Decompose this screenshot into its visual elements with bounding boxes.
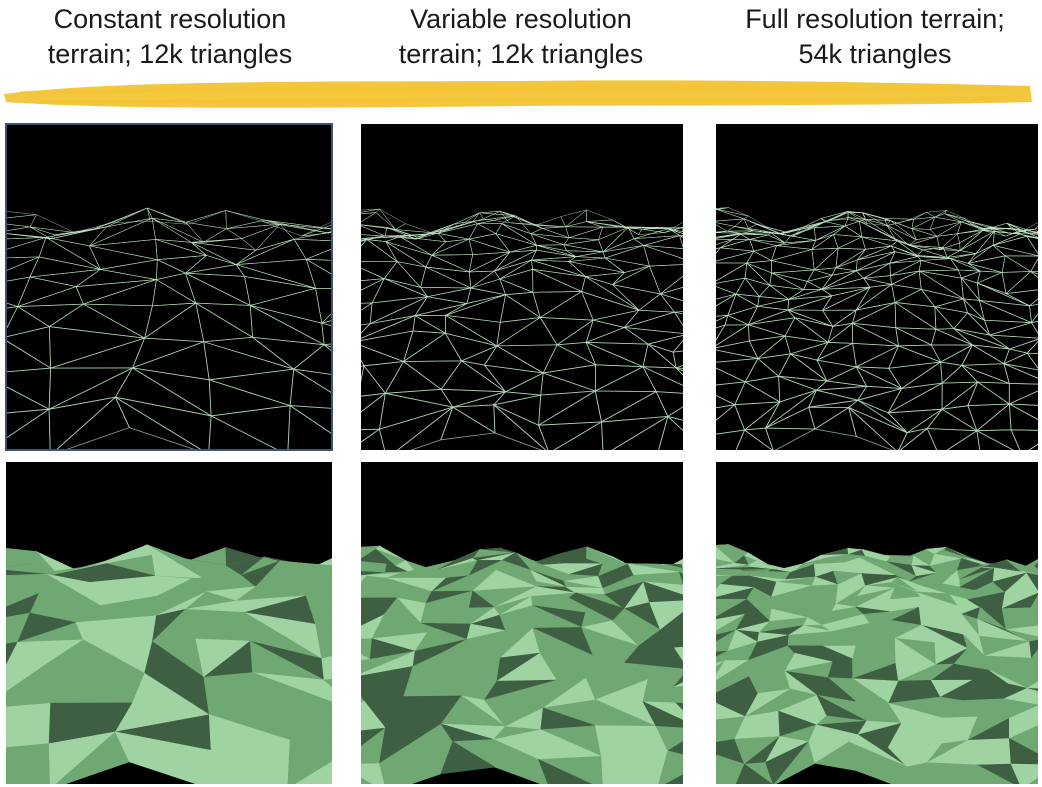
shaded-variable-panel[interactable]: [361, 462, 683, 784]
terrain-mesh-faces: [716, 544, 1038, 784]
terrain-shaded-full: [716, 462, 1038, 784]
caption-line-1: Variable resolution: [410, 4, 632, 34]
terrain-wireframe-variable: [361, 124, 683, 450]
wireframe-full-panel[interactable]: [716, 124, 1038, 450]
caption-line-2: terrain; 12k triangles: [47, 39, 293, 69]
shaded-full-panel[interactable]: [716, 462, 1038, 784]
sky-background: [361, 124, 683, 450]
terrain-mesh-lines: [716, 207, 1038, 450]
shaded-constant-panel[interactable]: [6, 462, 332, 784]
terrain-shaded-variable: [361, 462, 683, 784]
caption-line-1: Full resolution terrain;: [745, 4, 1005, 34]
terrain-shaded-constant: [6, 462, 332, 784]
wireframe-variable-panel[interactable]: [361, 124, 683, 450]
terrain-mesh-lines: [6, 207, 332, 450]
caption-line-2: terrain; 12k triangles: [398, 39, 644, 69]
terrain-wireframe-full: [716, 124, 1038, 450]
wireframe-constant-panel[interactable]: [5, 123, 333, 451]
terrain-wireframe-constant: [6, 124, 332, 450]
sky-background: [716, 124, 1038, 450]
terrain-mesh-faces: [6, 544, 332, 784]
caption-line-1: Constant resolution: [53, 4, 287, 34]
caption-line-2: 54k triangles: [798, 39, 952, 69]
caption-variable-resolution: Variable resolution terrain; 12k triangl…: [356, 2, 686, 72]
terrain-mesh-faces: [361, 545, 683, 784]
terrain-mesh-lines: [361, 208, 683, 450]
caption-full-resolution: Full resolution terrain; 54k triangles: [710, 2, 1040, 72]
caption-constant-resolution: Constant resolution terrain; 12k triangl…: [5, 2, 335, 72]
brush-stroke-divider: [4, 80, 1032, 108]
